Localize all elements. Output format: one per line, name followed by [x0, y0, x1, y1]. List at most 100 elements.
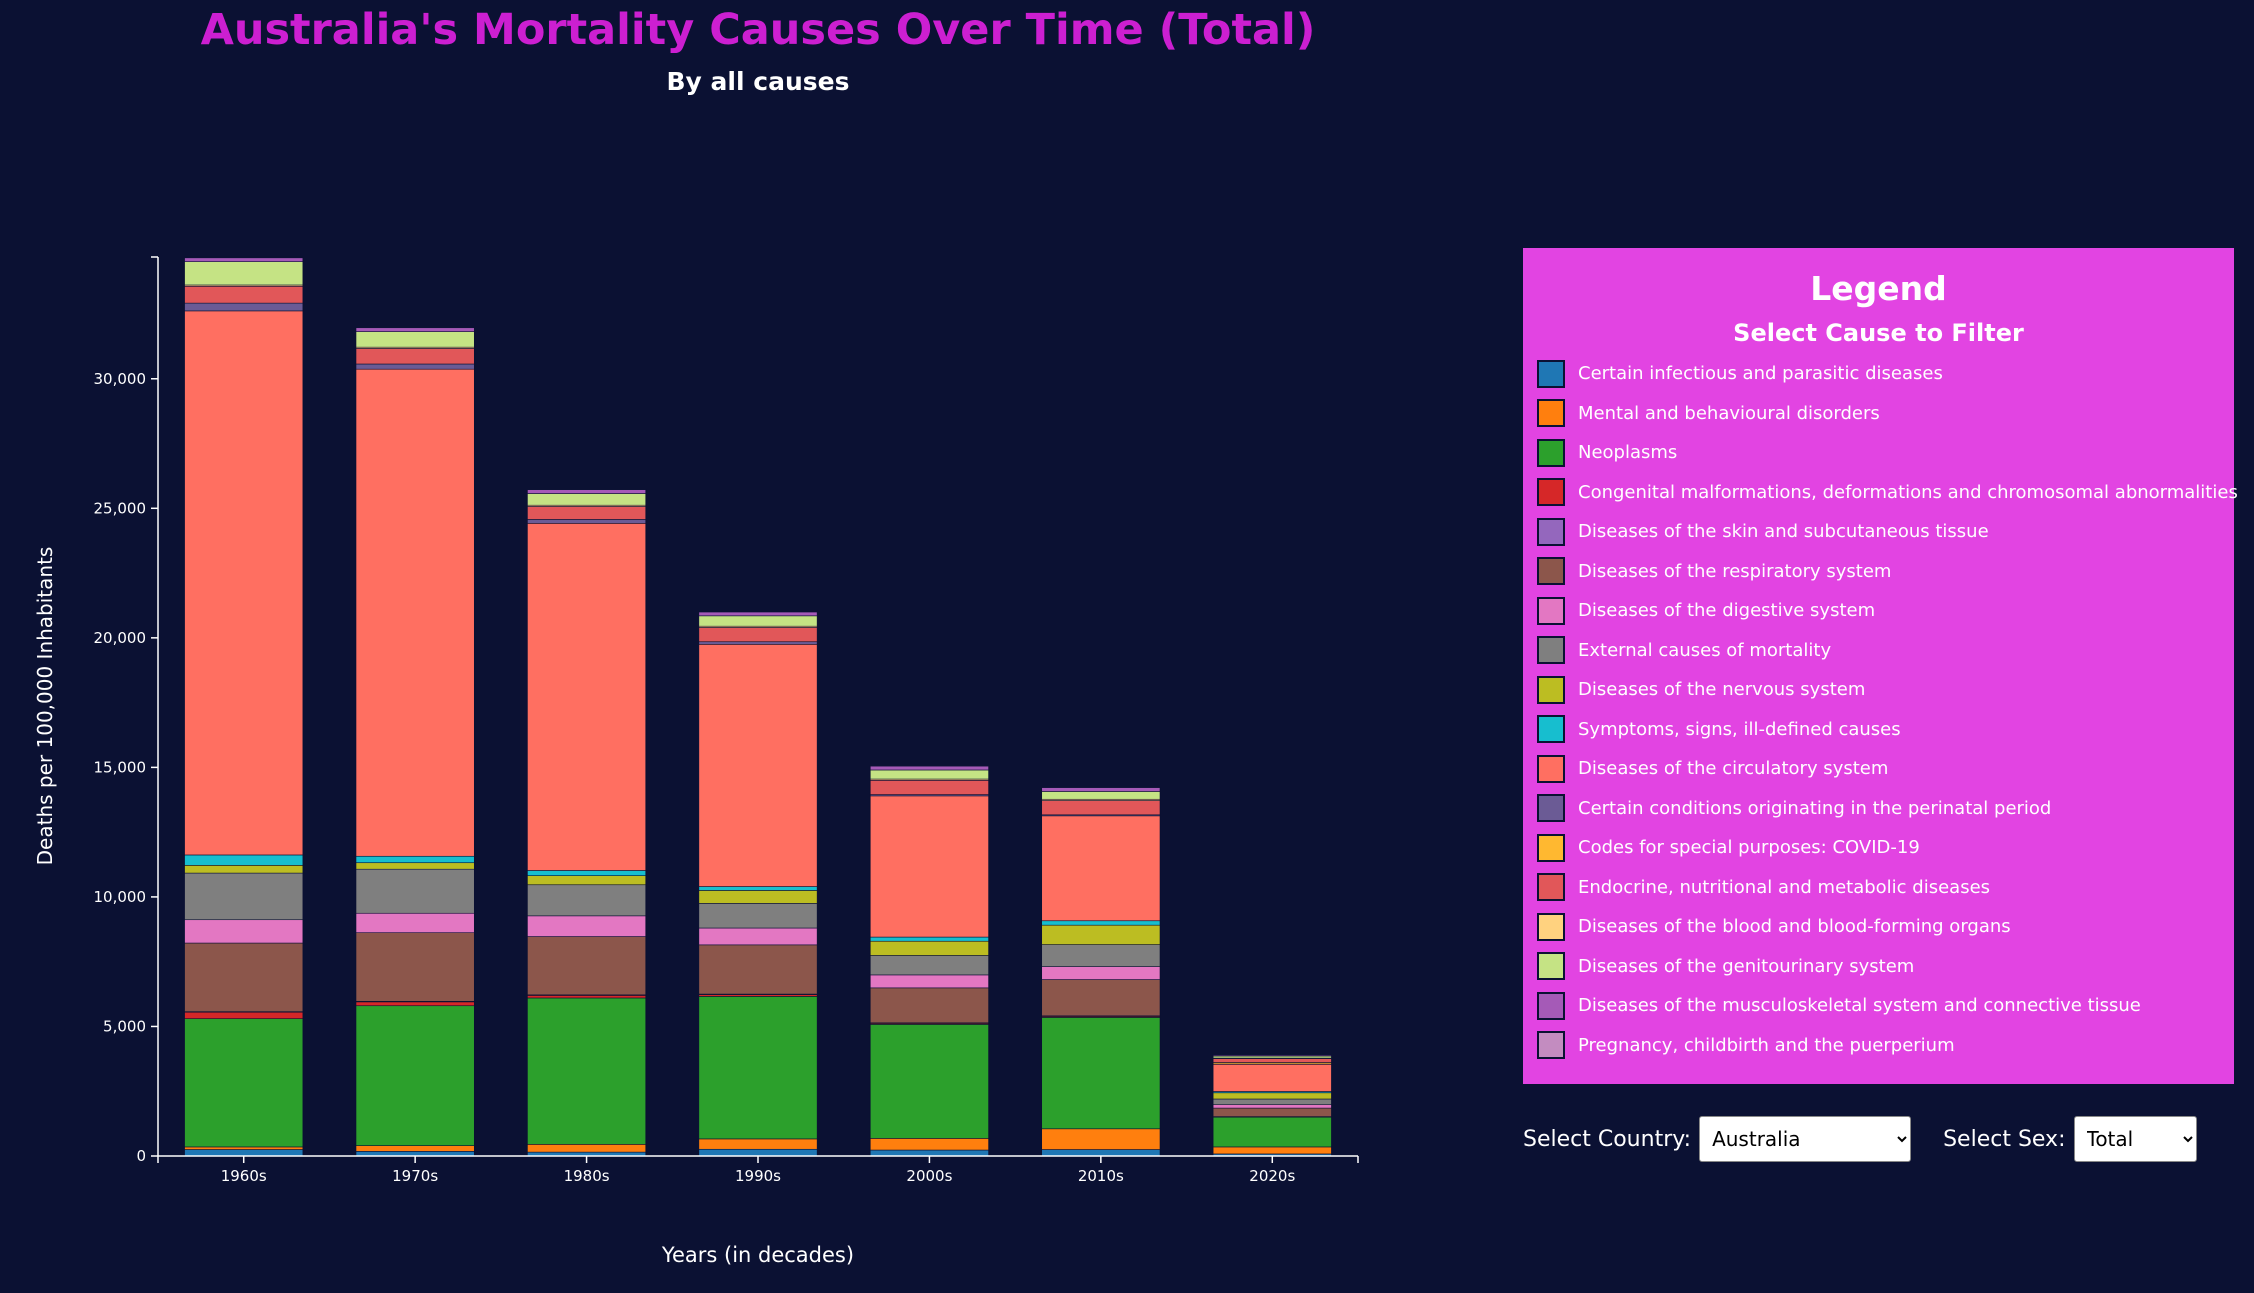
bar-segment[interactable] — [527, 884, 647, 917]
bar-segment[interactable] — [1041, 1017, 1161, 1130]
legend-item[interactable]: Diseases of the digestive system — [1523, 591, 2234, 631]
country-select[interactable]: Australia — [1699, 1116, 1912, 1162]
legend-item[interactable]: Neoplasms — [1523, 433, 2234, 473]
bar-segment[interactable] — [184, 257, 304, 262]
bar-segment[interactable] — [1212, 1104, 1332, 1109]
legend-item[interactable]: Diseases of the skin and subcutaneous ti… — [1523, 512, 2234, 552]
bar-segment[interactable] — [1212, 1098, 1332, 1106]
legend-item[interactable]: Diseases of the blood and blood-forming … — [1523, 907, 2234, 947]
bar-segment[interactable] — [698, 944, 818, 995]
bar-segment[interactable] — [869, 765, 989, 771]
bar-segment[interactable] — [527, 870, 647, 876]
bar-segment[interactable] — [698, 890, 818, 904]
bar-segment[interactable] — [698, 641, 818, 645]
legend-swatch[interactable] — [1537, 912, 1565, 941]
bar-segment[interactable] — [698, 927, 818, 946]
bar-segment[interactable] — [869, 955, 989, 976]
legend-item[interactable]: Diseases of the nervous system — [1523, 670, 2234, 710]
bar-segment[interactable] — [527, 995, 647, 999]
bar-segment[interactable] — [1041, 920, 1161, 926]
bar-segment[interactable] — [869, 795, 989, 938]
bar-segment[interactable] — [527, 915, 647, 937]
legend-item[interactable]: Diseases of the respiratory system — [1523, 552, 2234, 592]
bar-segment[interactable] — [1212, 1107, 1332, 1117]
legend-item[interactable]: Codes for special purposes: COVID-19 — [1523, 828, 2234, 868]
bar-segment[interactable] — [527, 519, 647, 524]
bar-segment[interactable] — [1041, 800, 1161, 816]
legend-swatch[interactable] — [1537, 715, 1565, 744]
bar-segment[interactable] — [355, 348, 475, 365]
bar-segment[interactable] — [1212, 1055, 1332, 1059]
bar-segment[interactable] — [184, 854, 304, 866]
bar-segment[interactable] — [527, 493, 647, 506]
bar-segment[interactable] — [184, 302, 304, 312]
bar-segment[interactable] — [184, 285, 304, 304]
bar-segment[interactable] — [1212, 1092, 1332, 1100]
legend-swatch[interactable] — [1537, 596, 1565, 625]
bar-segment[interactable] — [355, 1001, 475, 1007]
legend-swatch[interactable] — [1537, 399, 1565, 428]
legend-item[interactable]: Congenital malformations, deformations a… — [1523, 473, 2238, 513]
legend-swatch[interactable] — [1537, 952, 1565, 981]
bar-segment[interactable] — [527, 875, 647, 886]
bar-segment[interactable] — [869, 936, 989, 942]
bar-segment[interactable] — [698, 1148, 818, 1157]
legend-swatch[interactable] — [1537, 675, 1565, 704]
bar-segment[interactable] — [355, 912, 475, 933]
bar-segment[interactable] — [355, 862, 475, 870]
bar-segment[interactable] — [869, 1024, 989, 1139]
legend-swatch[interactable] — [1537, 991, 1565, 1020]
bar-segment[interactable] — [355, 868, 475, 914]
bar-segment[interactable] — [1041, 979, 1161, 1017]
bar-segment[interactable] — [355, 331, 475, 348]
bar-segment[interactable] — [184, 1146, 304, 1150]
legend-swatch[interactable] — [1537, 557, 1565, 586]
bar-segment[interactable] — [1041, 815, 1161, 922]
legend-item[interactable]: Pregnancy, childbirth and the puerperium — [1523, 1026, 2234, 1066]
legend-swatch[interactable] — [1537, 754, 1565, 783]
bar-segment[interactable] — [184, 261, 304, 286]
legend-item[interactable]: External causes of mortality — [1523, 631, 2234, 671]
legend-swatch[interactable] — [1537, 636, 1565, 665]
bar-segment[interactable] — [698, 886, 818, 891]
bar-segment[interactable] — [698, 615, 818, 627]
bar-segment[interactable] — [184, 1149, 304, 1157]
bar-segment[interactable] — [698, 1138, 818, 1150]
bar-segment[interactable] — [527, 489, 647, 494]
bar-segment[interactable] — [184, 942, 304, 1012]
bar-segment[interactable] — [1041, 944, 1161, 967]
bar-segment[interactable] — [184, 256, 304, 259]
legend-item[interactable]: Diseases of the circulatory system — [1523, 749, 2234, 789]
bar-segment[interactable] — [869, 1149, 989, 1157]
bar-segment[interactable] — [869, 780, 989, 795]
bar-segment[interactable] — [184, 1018, 304, 1148]
bar-segment[interactable] — [698, 627, 818, 643]
bar-segment[interactable] — [527, 1144, 647, 1153]
bar-segment[interactable] — [698, 903, 818, 929]
legend-item[interactable]: Diseases of the genitourinary system — [1523, 947, 2234, 987]
bar-segment[interactable] — [1212, 1058, 1332, 1063]
bar-segment[interactable] — [1041, 966, 1161, 980]
bar-segment[interactable] — [869, 940, 989, 956]
legend-swatch[interactable] — [1537, 359, 1565, 388]
bar-segment[interactable] — [698, 644, 818, 887]
bar-segment[interactable] — [869, 1138, 989, 1151]
legend-item[interactable]: Certain infectious and parasitic disease… — [1523, 354, 2234, 394]
bar-segment[interactable] — [1041, 1128, 1161, 1150]
bar-segment[interactable] — [184, 865, 304, 874]
bar-segment[interactable] — [1041, 924, 1161, 945]
bar-segment[interactable] — [869, 769, 989, 780]
legend-swatch[interactable] — [1537, 794, 1565, 823]
legend-swatch[interactable] — [1537, 438, 1565, 467]
bar-segment[interactable] — [1041, 787, 1161, 792]
legend-item[interactable]: Endocrine, nutritional and metabolic dis… — [1523, 868, 2234, 908]
legend-swatch[interactable] — [1537, 478, 1565, 507]
legend-item[interactable]: Certain conditions originating in the pe… — [1523, 789, 2234, 829]
bar-segment[interactable] — [1041, 1149, 1161, 1157]
bar-segment[interactable] — [355, 368, 475, 857]
legend-swatch[interactable] — [1537, 1031, 1565, 1060]
bar-segment[interactable] — [355, 1005, 475, 1146]
legend-item[interactable]: Mental and behavioural disorders — [1523, 394, 2234, 434]
bar-segment[interactable] — [355, 327, 475, 332]
bar-segment[interactable] — [1212, 1063, 1332, 1092]
